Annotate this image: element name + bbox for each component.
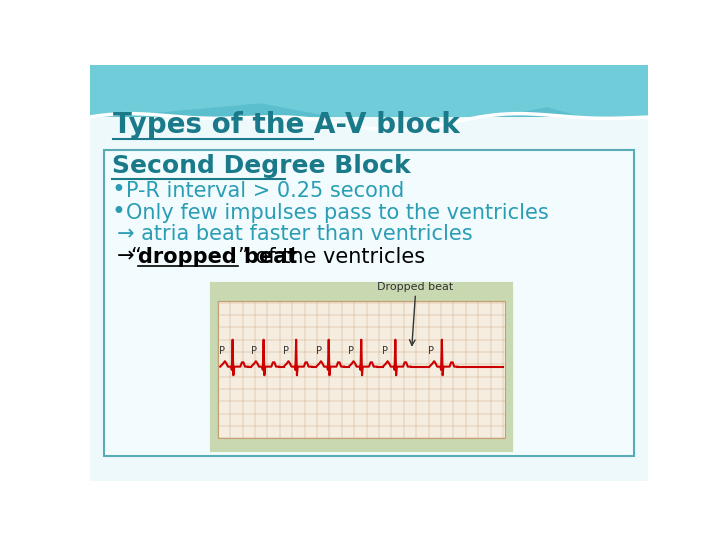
Text: → atria beat faster than ventricles: → atria beat faster than ventricles xyxy=(117,224,473,245)
Text: P: P xyxy=(219,346,225,355)
Text: “: “ xyxy=(130,247,141,267)
Text: P: P xyxy=(251,346,256,355)
Text: Dropped beat: Dropped beat xyxy=(377,282,454,292)
Text: Types of the A-V block: Types of the A-V block xyxy=(113,111,460,139)
Text: P: P xyxy=(283,346,289,355)
Text: →: → xyxy=(117,247,135,267)
FancyBboxPatch shape xyxy=(104,150,634,456)
Text: •: • xyxy=(112,200,125,224)
Text: Only few impulses pass to the ventricles: Only few impulses pass to the ventricles xyxy=(126,203,549,223)
Text: P: P xyxy=(428,346,434,355)
FancyBboxPatch shape xyxy=(212,284,510,450)
Text: dropped beat: dropped beat xyxy=(138,247,297,267)
Polygon shape xyxy=(90,65,648,161)
Text: P: P xyxy=(382,346,388,355)
FancyBboxPatch shape xyxy=(90,117,648,481)
Text: P: P xyxy=(348,346,354,355)
Text: •: • xyxy=(112,178,125,202)
Text: P-R interval > 0.25 second: P-R interval > 0.25 second xyxy=(126,181,404,201)
Text: P: P xyxy=(315,346,322,355)
FancyBboxPatch shape xyxy=(218,301,505,438)
Polygon shape xyxy=(90,65,648,136)
Text: Second Degree Block: Second Degree Block xyxy=(112,153,410,178)
Text: ” of the ventricles: ” of the ventricles xyxy=(238,247,425,267)
